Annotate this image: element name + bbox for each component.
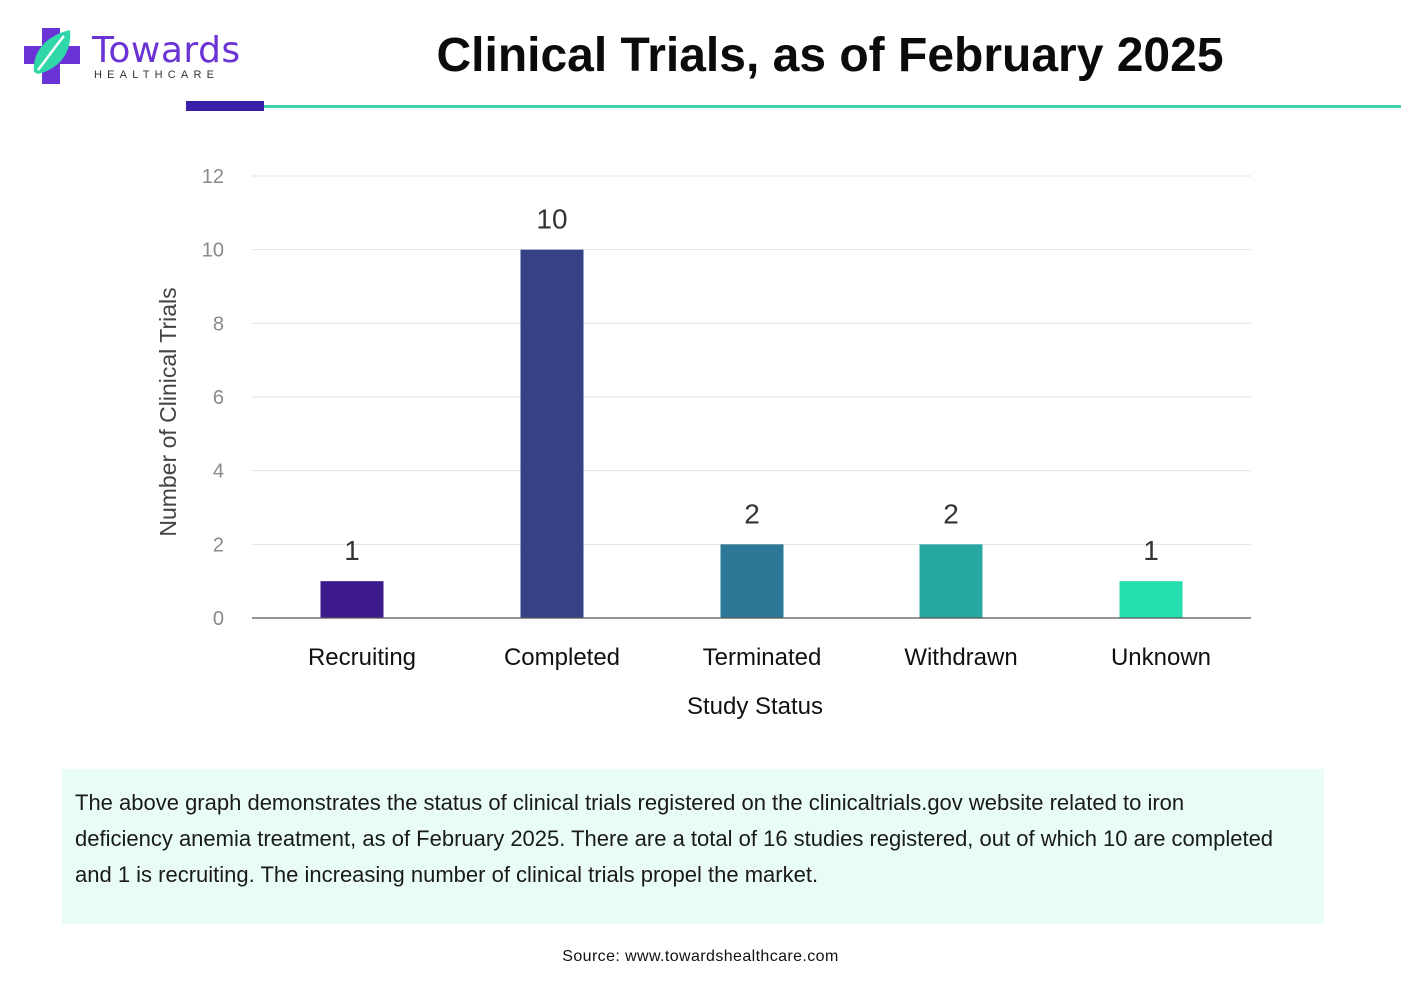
- bars: [320, 249, 1183, 618]
- source-note: Source: www.towardshealthcare.com: [562, 948, 839, 965]
- brand-logo: Towards HEALTHCARE: [22, 24, 262, 88]
- data-label: 10: [536, 204, 567, 235]
- y-tick-label: 8: [213, 313, 224, 335]
- bar-terminated: [720, 544, 784, 618]
- brand-name: Towards: [92, 30, 241, 71]
- y-axis-ticks: 0 2 4 6 8 10 12: [202, 166, 224, 630]
- x-tick-label: Withdrawn: [904, 644, 1017, 671]
- chart-title: Clinical Trials, as of February 2025: [436, 29, 1224, 82]
- description-box: The above graph demonstrates the status …: [62, 769, 1324, 924]
- bar-unknown: [1119, 581, 1183, 618]
- data-label: 1: [1143, 535, 1159, 566]
- medical-cross-leaf-icon: [24, 28, 80, 84]
- y-tick-label: 2: [213, 534, 224, 556]
- bar-chart: 0 2 4 6 8 10 12 1 10 2 2 1 Recruiting Completed Term…: [155, 166, 1251, 720]
- description-text: The above graph demonstrates the status …: [75, 790, 1274, 887]
- y-tick-label: 0: [213, 608, 224, 630]
- x-tick-label: Recruiting: [308, 644, 416, 671]
- y-tick-label: 6: [213, 387, 224, 409]
- x-tick-label: Terminated: [703, 644, 822, 671]
- y-axis-title: Number of Clinical Trials: [155, 287, 181, 536]
- brand-subname: HEALTHCARE: [94, 69, 220, 81]
- bar-completed: [520, 249, 584, 618]
- y-tick-label: 10: [202, 240, 224, 262]
- y-tick-label: 12: [202, 166, 224, 188]
- x-tick-label: Unknown: [1111, 644, 1211, 671]
- header-accent-rule: [186, 101, 264, 111]
- x-axis-title: Study Status: [687, 693, 823, 720]
- x-axis-ticks: Recruiting Completed Terminated Withdrawn Un…: [308, 644, 1211, 671]
- header-rule: [264, 105, 1401, 108]
- y-tick-label: 4: [213, 461, 224, 483]
- data-labels: 1 10 2 2 1: [344, 204, 1159, 567]
- grid-lines: [252, 175, 1251, 545]
- data-label: 1: [344, 535, 360, 566]
- bar-withdrawn: [919, 544, 983, 618]
- data-label: 2: [943, 498, 959, 529]
- data-label: 2: [744, 498, 760, 529]
- bar-recruiting: [320, 581, 384, 618]
- x-tick-label: Completed: [504, 644, 620, 671]
